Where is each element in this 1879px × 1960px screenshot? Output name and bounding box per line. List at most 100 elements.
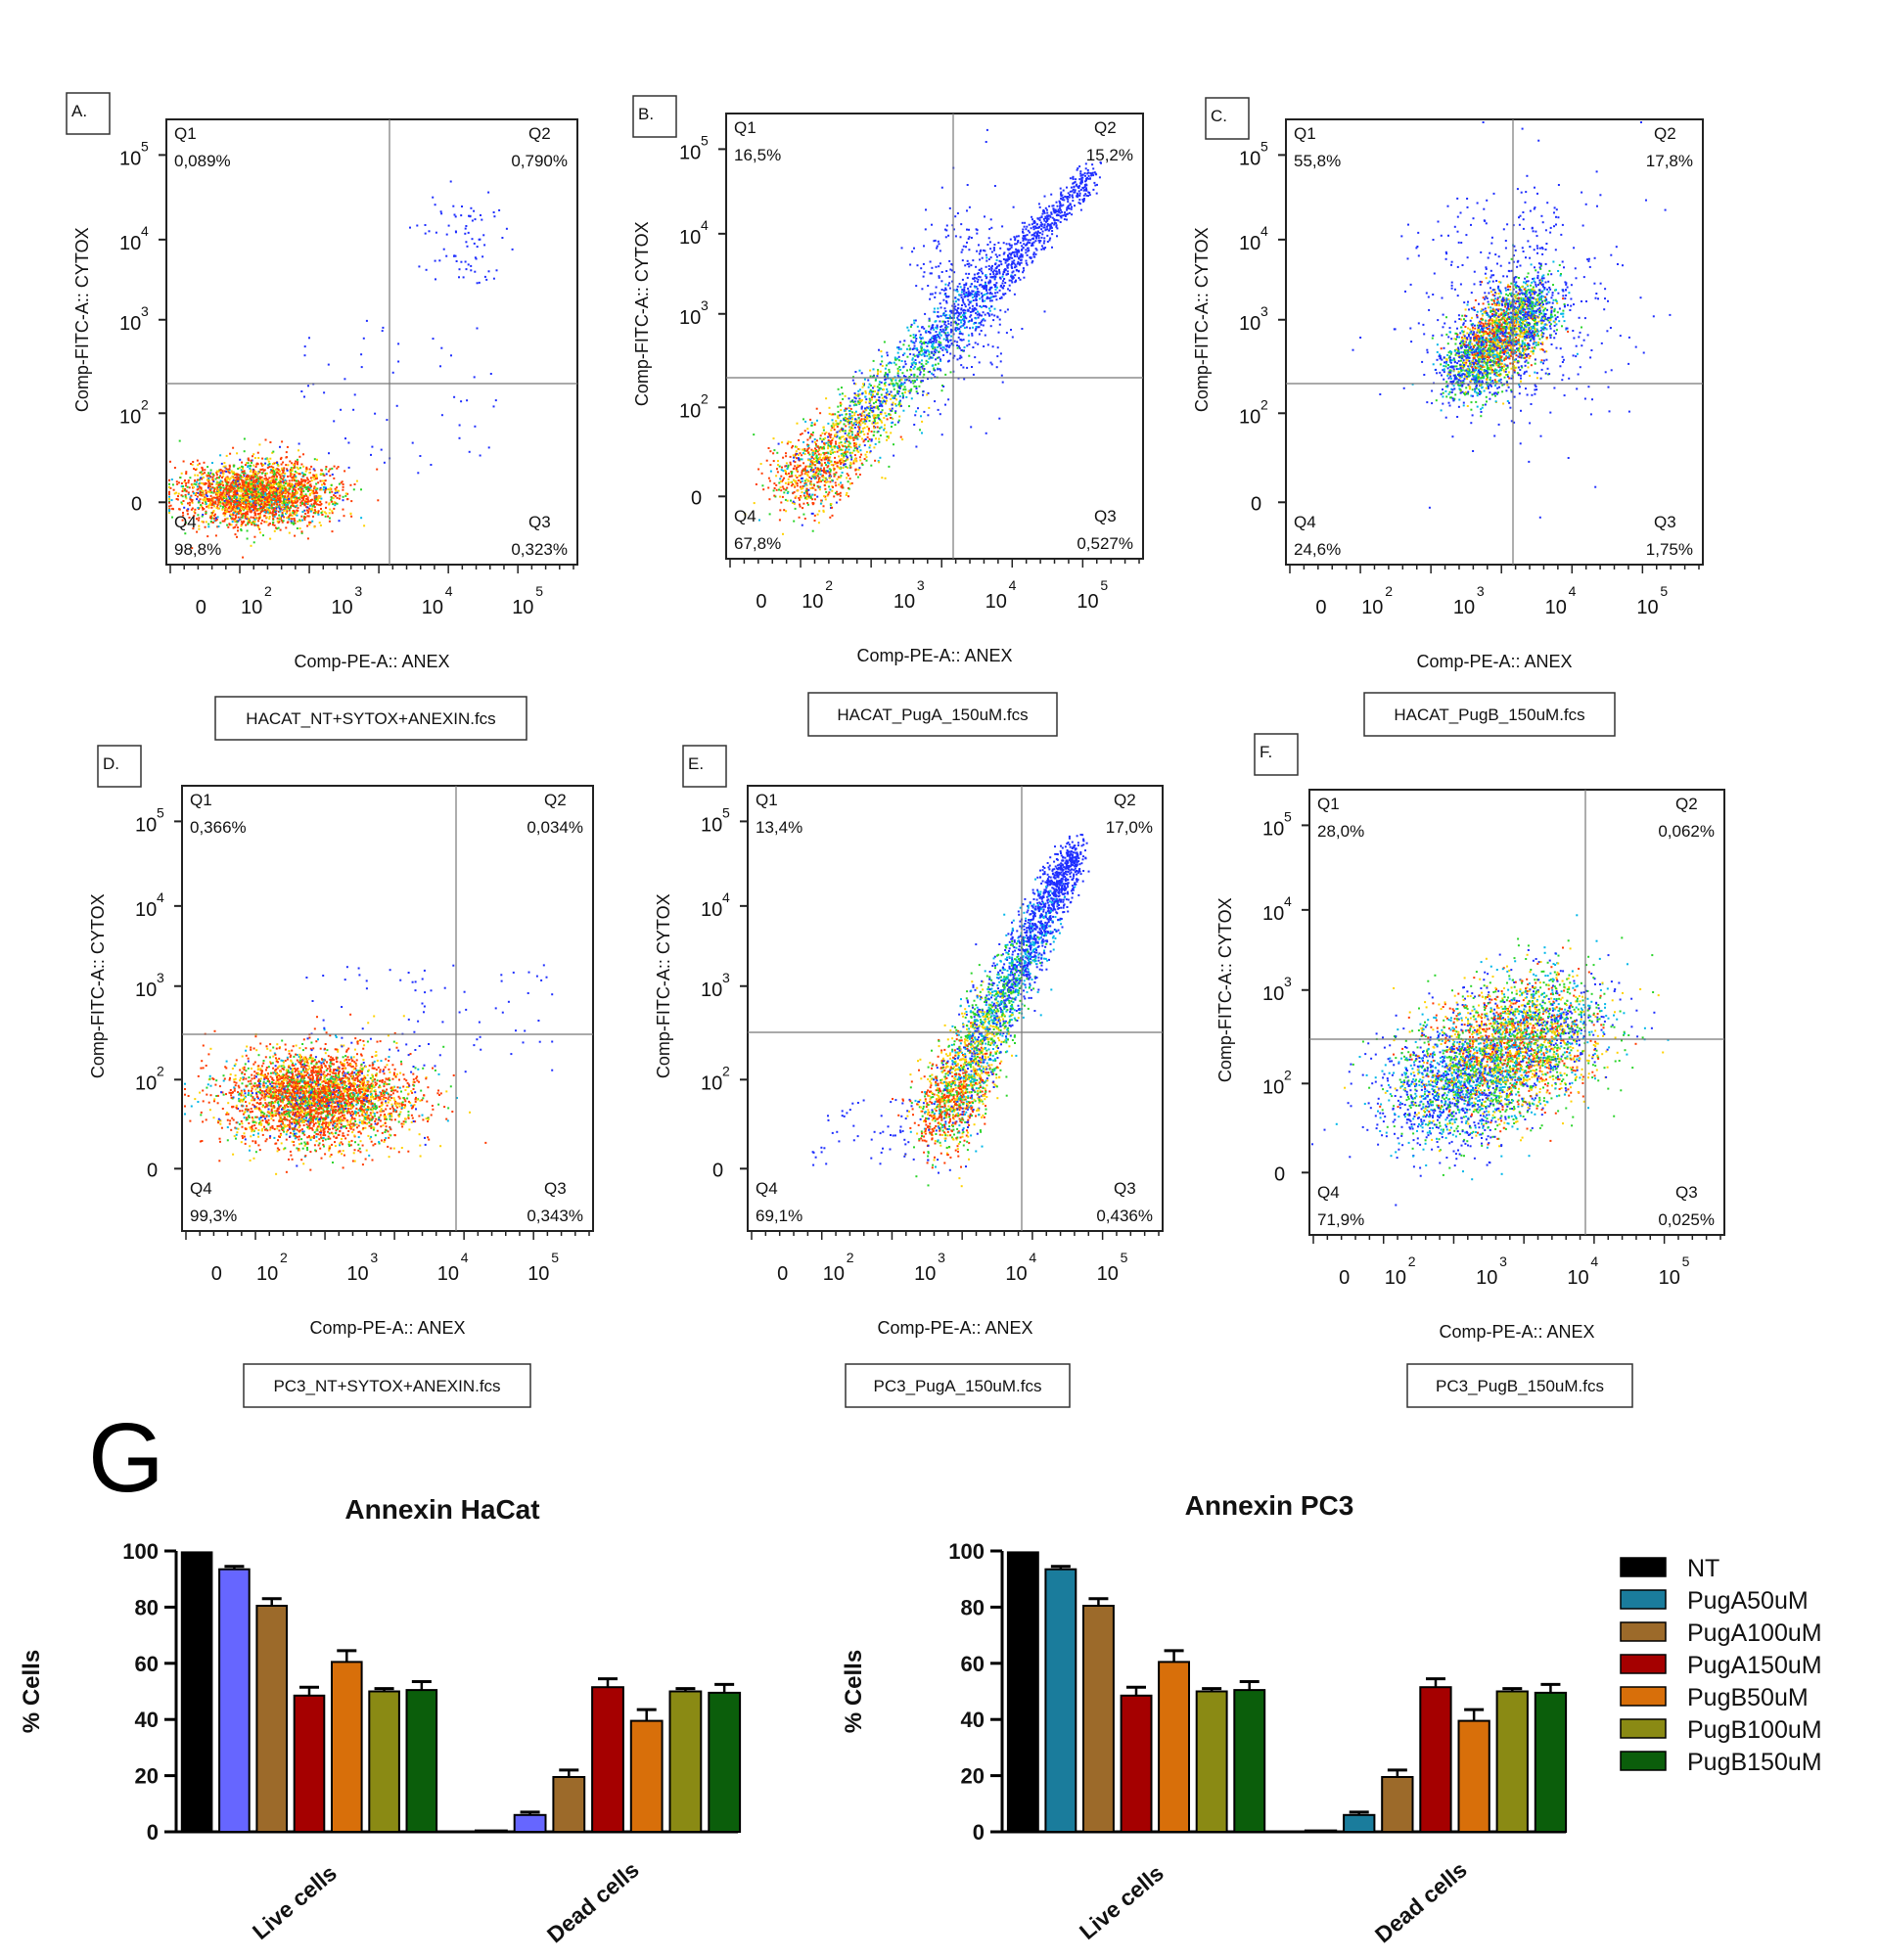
scatter-point — [839, 393, 841, 395]
scatter-point — [981, 306, 983, 308]
scatter-point — [435, 278, 436, 280]
scatter-point — [1029, 224, 1031, 226]
scatter-point — [1048, 205, 1050, 207]
scatter-point — [479, 282, 481, 284]
scatter-point — [286, 511, 288, 513]
scatter-point — [329, 489, 331, 491]
scatter-point — [311, 521, 313, 523]
scatter-point — [902, 343, 904, 345]
scatter-point — [928, 358, 930, 360]
scatter-point — [208, 498, 210, 500]
scatter-point — [283, 510, 285, 512]
scatter-point — [450, 354, 452, 356]
scatter-point — [329, 475, 331, 477]
scatter-point — [1011, 282, 1013, 284]
scatter-point — [932, 364, 934, 366]
scatter-point — [904, 388, 906, 390]
scatter-point — [310, 499, 312, 501]
scatter-point — [322, 514, 324, 516]
scatter-point — [1063, 199, 1065, 201]
scatter-point — [787, 468, 789, 470]
scatter-point — [849, 467, 851, 469]
scatter-point — [988, 258, 990, 260]
scatter-point — [168, 509, 170, 511]
scatter-point — [187, 508, 189, 510]
scatter-point — [843, 419, 845, 421]
scatter-point — [842, 459, 844, 461]
scatter-point — [325, 479, 327, 481]
scatter-point — [836, 502, 838, 504]
scatter-point — [221, 477, 223, 479]
scatter-point — [337, 503, 339, 505]
scatter-point — [847, 451, 848, 453]
scatter-point — [856, 448, 858, 450]
scatter-point — [299, 502, 301, 504]
scatter-point — [991, 276, 993, 278]
scatter-point — [886, 388, 888, 390]
scatter-point — [300, 479, 302, 480]
scatter-point — [787, 442, 789, 444]
scatter-point — [919, 337, 921, 339]
scatter-point — [303, 504, 305, 506]
scatter-point — [488, 446, 490, 448]
scatter-point — [198, 517, 200, 519]
scatter-point — [788, 483, 790, 485]
scatter-point — [919, 374, 921, 376]
scatter-point — [816, 439, 818, 441]
scatter-point — [968, 273, 970, 275]
scatter-point — [273, 509, 275, 511]
scatter-point — [1075, 189, 1077, 191]
scatter-point — [231, 524, 233, 525]
scatter-point — [216, 494, 218, 496]
scatter-point — [344, 437, 346, 439]
scatter-point — [329, 469, 331, 471]
scatter-point — [306, 478, 308, 479]
scatter-point — [248, 522, 250, 524]
scatter-point — [212, 479, 214, 481]
scatter-point — [285, 464, 287, 466]
scatter-point — [307, 537, 309, 539]
scatter-point — [315, 475, 317, 477]
scatter-point — [343, 483, 344, 485]
scatter-point — [236, 536, 238, 538]
scatter-point — [1082, 201, 1084, 203]
scatter-point — [282, 506, 284, 508]
scatter-point — [790, 464, 792, 466]
scatter-point — [261, 477, 263, 479]
scatter-point — [877, 386, 879, 387]
scatter-point — [968, 265, 970, 267]
scatter-point — [796, 450, 798, 452]
scatter-point — [304, 474, 306, 476]
scatter-point — [233, 500, 235, 502]
scatter-point — [209, 517, 211, 519]
scatter-point — [1073, 186, 1075, 188]
scatter-point — [258, 443, 260, 445]
scatter-point — [798, 439, 800, 441]
scatter-point — [490, 373, 492, 375]
scatter-point — [848, 431, 850, 433]
scatter-point — [171, 479, 173, 480]
scatter-point — [285, 526, 287, 528]
scatter-point — [313, 526, 315, 528]
scatter-point — [250, 511, 252, 513]
scatter-point — [824, 472, 826, 474]
scatter-point — [1066, 209, 1068, 211]
scatter-point — [1074, 205, 1076, 206]
scatter-point — [289, 487, 291, 489]
scatter-point — [824, 437, 826, 439]
scatter-point — [828, 433, 830, 434]
scatter-point — [251, 522, 252, 524]
scatter-point — [805, 492, 807, 494]
scatter-point — [1040, 228, 1042, 230]
scatter-point — [211, 486, 213, 488]
scatter-point — [1080, 209, 1082, 211]
scatter-point — [266, 508, 268, 510]
scatter-point — [854, 454, 856, 456]
scatter-point — [168, 483, 170, 485]
scatter-point — [192, 499, 194, 501]
scatter-point — [852, 401, 854, 403]
scatter-point — [851, 415, 853, 417]
scatter-point — [317, 514, 319, 516]
scatter-points — [744, 129, 1102, 535]
scatter-point — [470, 269, 472, 271]
